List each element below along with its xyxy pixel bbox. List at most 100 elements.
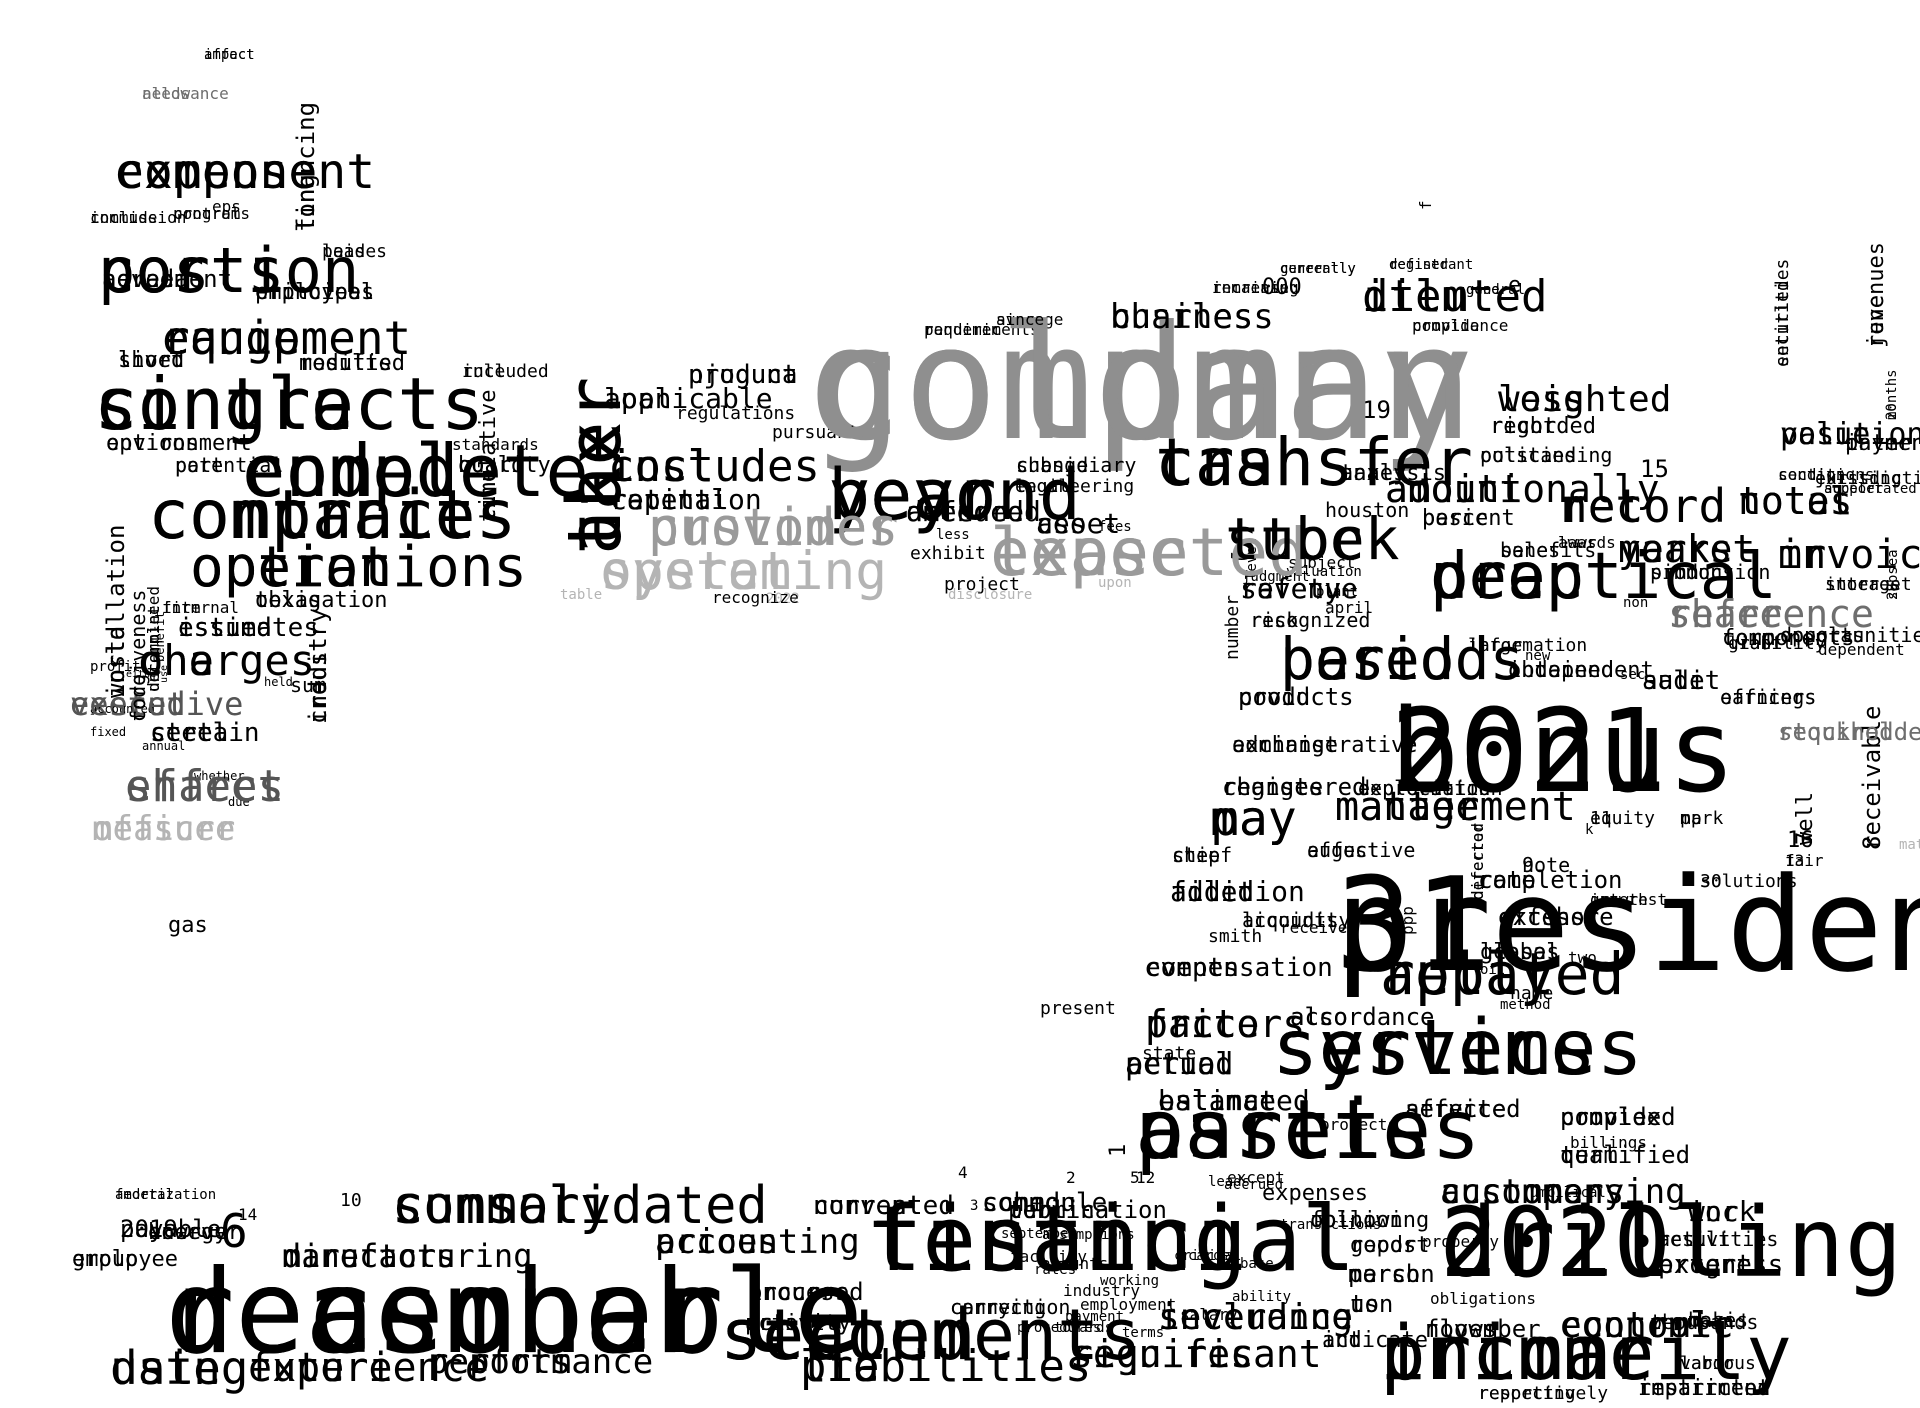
cloud-word: measure (92, 809, 236, 849)
cloud-word: 14 (238, 1205, 258, 1224)
cloud-word: net (1560, 479, 1644, 533)
cloud-word: year (828, 454, 997, 536)
cloud-word: asset (1036, 507, 1121, 540)
cloud-word: affected (1405, 1095, 1521, 1123)
cloud-word: requirements (924, 320, 1040, 339)
cloud-word: salary (1180, 1305, 1238, 1324)
cloud-word: modified (299, 351, 405, 376)
cloud-word: covid (1238, 683, 1311, 711)
cloud-word: policies (1480, 443, 1577, 467)
cloud-word: 15 (1640, 455, 1669, 483)
cloud-word: one (138, 636, 214, 685)
cloud-word: plant (1316, 584, 1359, 600)
cloud-word: significant (1070, 1332, 1322, 1376)
cloud-word: vested (70, 685, 186, 723)
cloud-word: jurisdiction (1815, 468, 1920, 489)
cloud-word: contracts (94, 362, 485, 446)
cloud-word: fixed (90, 725, 127, 739)
cloud-word: project (944, 574, 1020, 595)
cloud-word: property (1422, 1232, 1500, 1251)
cloud-word: operations (190, 535, 528, 600)
cloud-word: dependent (1818, 640, 1905, 659)
cloud-word: parties (1135, 1083, 1481, 1178)
cloud-word: allowance (142, 84, 229, 103)
cloud-word: firm (162, 598, 201, 617)
cloud-word: table (560, 587, 603, 603)
cloud-word: based (1280, 625, 1455, 693)
cloud-word: requires (1070, 1332, 1254, 1376)
cloud-word: impairment (1638, 1376, 1771, 1401)
cloud-word: summary (392, 1176, 612, 1236)
cloud-word: termination (1008, 1196, 1167, 1224)
cloud-word: nevada (102, 265, 189, 293)
cloud-word: entitled (1772, 280, 1793, 367)
cloud-word: base (1240, 1256, 1274, 1272)
cloud-word: 13 (1785, 851, 1805, 870)
cloud-word: 9 (1522, 853, 1535, 877)
cloud-word: incurred (748, 1278, 864, 1306)
cloud-word: work (1688, 1195, 1756, 1228)
cloud-word: company (808, 292, 1474, 476)
cloud-word: components (1722, 626, 1855, 651)
cloud-word: 31 (1335, 849, 1492, 1001)
cloud-word: 2021 (1390, 685, 1667, 819)
cloud-word: including (1158, 1297, 1354, 1338)
cloud-word: results (299, 351, 392, 376)
cloud-word: since (996, 310, 1045, 329)
cloud-word: fees (1098, 519, 1132, 535)
cloud-word: energy (148, 1220, 228, 1245)
cloud-word: laws (1558, 533, 1597, 552)
cloud-word: analysis (1340, 461, 1446, 486)
cloud-word: make (1688, 1308, 1737, 1332)
cloud-word: good (1466, 282, 1500, 298)
cloud-word: f (1416, 200, 1435, 210)
cloud-word: payment (1065, 1309, 1125, 1325)
cloud-word: depreciation (1358, 776, 1503, 800)
cloud-word: activities (1658, 1227, 1779, 1251)
cloud-word: filed (1170, 875, 1255, 908)
cloud-word: percent (1422, 506, 1515, 531)
cloud-word: goldman (808, 292, 1474, 476)
cloud-word: reference (1668, 592, 1874, 636)
cloud-word: complex (1560, 1103, 1662, 1131)
cloud-word: apply (1380, 940, 1555, 1008)
cloud-word: include (90, 208, 158, 227)
cloud-word: leases (322, 241, 388, 262)
cloud-word: prices (655, 1222, 778, 1262)
cloud-word: report (1350, 1233, 1430, 1258)
cloud-word: person (1348, 1260, 1435, 1288)
cloud-word: pre (800, 1341, 880, 1392)
cloud-word: method (1500, 997, 1551, 1013)
cloud-word: chief (1172, 843, 1233, 867)
cloud-word: held (264, 675, 293, 689)
cloud-word: except (1227, 1168, 1285, 1187)
cloud-word: state (1142, 1043, 1197, 1064)
cloud-word: position (1780, 417, 1920, 452)
cloud-word: periods (1280, 625, 1525, 693)
cloud-word: global (1480, 940, 1560, 965)
cloud-word: assumptions (1042, 1227, 1135, 1243)
cloud-word: costs (98, 234, 285, 307)
cloud-word: pp (1680, 808, 1702, 829)
cloud-word: administrative (1232, 733, 1418, 758)
cloud-word: umbilical (1530, 1185, 1606, 1201)
cloud-word: date (110, 1341, 221, 1395)
cloud-word: options (106, 431, 199, 456)
cloud-word: schedule (982, 1188, 1108, 1218)
cloud-word: loan (604, 382, 672, 415)
cloud-word: simmons (1650, 560, 1735, 584)
cloud-word: compliance (1412, 316, 1509, 335)
cloud-word: k (1585, 822, 1594, 838)
cloud-word: generally (1280, 261, 1356, 277)
cloud-word: douglas (1780, 623, 1865, 647)
cloud-word: november (1425, 1315, 1541, 1343)
cloud-word: independent (1508, 658, 1654, 683)
cloud-word: range (162, 311, 301, 365)
cloud-word: agreement (102, 265, 233, 293)
cloud-word: amortization (115, 1187, 217, 1203)
cloud-word: executive (70, 685, 244, 723)
cloud-word: support (1824, 481, 1884, 497)
cloud-word: 5 (1130, 1168, 1140, 1187)
cloud-word: e (1508, 273, 1522, 298)
